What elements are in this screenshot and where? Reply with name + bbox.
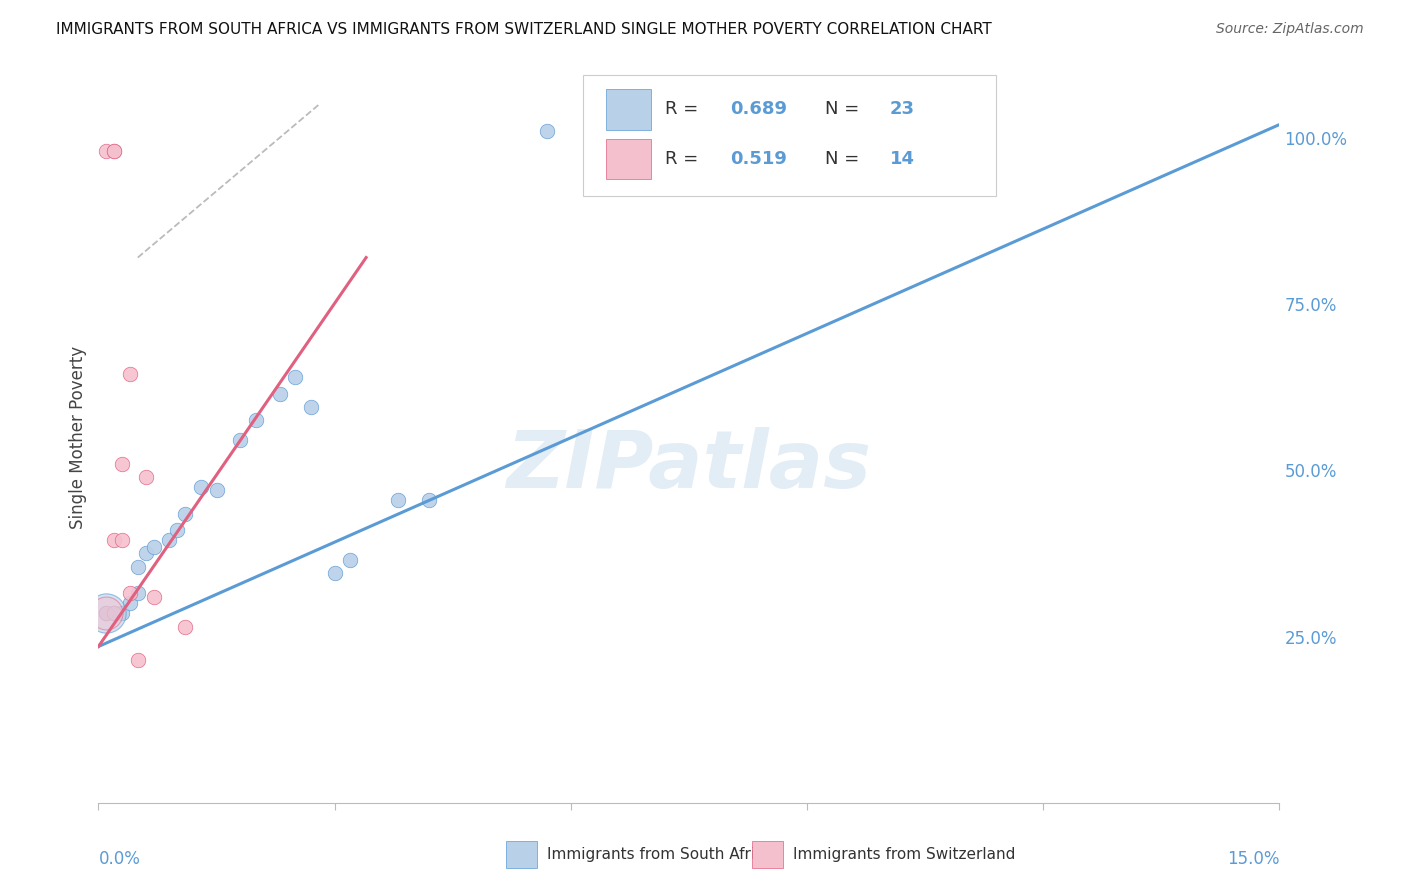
- Point: [111, 457, 134, 471]
- Point: [96, 144, 118, 158]
- Point: [142, 540, 165, 554]
- Point: [387, 493, 409, 508]
- Text: 23: 23: [890, 101, 915, 119]
- Bar: [606, 139, 651, 179]
- Point: [96, 607, 118, 621]
- Text: IMMIGRANTS FROM SOUTH AFRICA VS IMMIGRANTS FROM SWITZERLAND SINGLE MOTHER POVERT: IMMIGRANTS FROM SOUTH AFRICA VS IMMIGRAN…: [56, 22, 993, 37]
- Point: [96, 607, 118, 621]
- Point: [127, 559, 149, 574]
- Point: [103, 144, 125, 158]
- Text: 15.0%: 15.0%: [1227, 850, 1279, 868]
- Point: [174, 619, 197, 633]
- Text: Source: ZipAtlas.com: Source: ZipAtlas.com: [1216, 22, 1364, 37]
- Y-axis label: Single Mother Poverty: Single Mother Poverty: [69, 345, 87, 529]
- Point: [111, 607, 134, 621]
- Point: [127, 653, 149, 667]
- Point: [96, 607, 118, 621]
- Text: Immigrants from Switzerland: Immigrants from Switzerland: [793, 847, 1015, 862]
- Point: [323, 566, 346, 581]
- Point: [111, 533, 134, 548]
- Text: 0.689: 0.689: [730, 101, 787, 119]
- Text: Immigrants from South Africa: Immigrants from South Africa: [547, 847, 773, 862]
- Bar: [606, 89, 651, 129]
- Point: [166, 523, 188, 537]
- Point: [245, 413, 267, 427]
- Point: [103, 607, 125, 621]
- Point: [269, 387, 291, 401]
- Point: [157, 533, 180, 548]
- Text: ZIPatlas: ZIPatlas: [506, 427, 872, 506]
- Point: [418, 493, 440, 508]
- Point: [284, 370, 307, 384]
- Point: [103, 144, 125, 158]
- Text: 0.519: 0.519: [730, 150, 787, 168]
- Point: [103, 533, 125, 548]
- Point: [339, 553, 361, 567]
- Point: [135, 470, 157, 484]
- Point: [118, 367, 141, 381]
- Point: [103, 607, 125, 621]
- Point: [299, 400, 322, 414]
- Point: [205, 483, 228, 498]
- FancyBboxPatch shape: [582, 75, 995, 195]
- Point: [118, 586, 141, 600]
- Point: [96, 607, 118, 621]
- Text: N =: N =: [825, 101, 865, 119]
- Text: 0.0%: 0.0%: [98, 850, 141, 868]
- Point: [135, 546, 157, 560]
- Point: [118, 596, 141, 610]
- Text: R =: R =: [665, 150, 704, 168]
- Point: [174, 507, 197, 521]
- Text: N =: N =: [825, 150, 865, 168]
- Point: [142, 590, 165, 604]
- Text: 14: 14: [890, 150, 915, 168]
- Point: [127, 586, 149, 600]
- Point: [190, 480, 212, 494]
- Text: R =: R =: [665, 101, 704, 119]
- Point: [229, 434, 252, 448]
- Point: [536, 124, 558, 138]
